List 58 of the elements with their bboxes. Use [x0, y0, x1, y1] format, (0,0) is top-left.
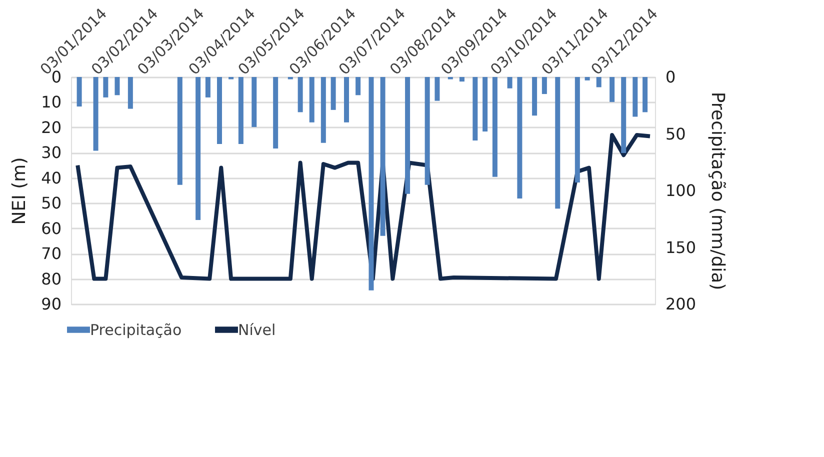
y-tick-label: 40 — [41, 168, 62, 188]
bar — [482, 77, 488, 132]
bar — [320, 77, 326, 143]
bar — [76, 77, 82, 107]
bar — [459, 77, 464, 82]
bar — [632, 77, 638, 117]
bar — [217, 77, 222, 144]
y2-tick-label: 150 — [666, 238, 696, 257]
bar — [492, 77, 498, 177]
bar — [642, 77, 648, 112]
y2-tick-label: 200 — [666, 294, 696, 314]
bar — [103, 77, 108, 98]
bar — [621, 77, 626, 154]
line-series — [76, 133, 652, 281]
bar — [344, 77, 350, 122]
bar — [273, 77, 278, 149]
bar — [177, 77, 182, 185]
y2-tick-label: 0 — [666, 68, 676, 86]
bar — [574, 77, 580, 183]
y-tick-label: 60 — [41, 218, 62, 238]
y-tick-label: 50 — [41, 194, 62, 213]
bar — [330, 77, 336, 110]
y-tick-label: 30 — [41, 143, 62, 162]
y-axis-title: NEI (m) — [9, 157, 30, 225]
y2-tick-label: 50 — [666, 124, 686, 144]
bar — [434, 77, 440, 101]
legend-label: Nível — [238, 320, 276, 339]
bar — [196, 77, 201, 220]
bar — [472, 77, 478, 141]
y2-tick-label: 100 — [666, 181, 696, 200]
bar — [507, 77, 512, 88]
y-tick-label: 20 — [41, 118, 62, 137]
bar — [114, 77, 120, 96]
bar — [596, 77, 602, 88]
bar — [309, 77, 314, 122]
bar — [542, 77, 547, 94]
bar — [238, 77, 244, 144]
bar — [532, 77, 538, 116]
bar — [555, 77, 560, 209]
bar — [380, 77, 386, 236]
bar — [368, 77, 374, 290]
legend-label: Precipitação — [90, 320, 182, 339]
bar — [298, 77, 303, 112]
bar — [610, 77, 615, 102]
y-tick-label: 10 — [41, 92, 62, 112]
bar — [93, 77, 98, 151]
y-tick-label: 90 — [41, 294, 62, 314]
bar — [128, 77, 133, 109]
y2-axis-title: Precipitação (mm/dia) — [707, 92, 728, 290]
y-tick-label: 70 — [41, 244, 62, 264]
y-tick-label: 80 — [41, 269, 62, 288]
bar — [356, 77, 361, 96]
bar — [517, 77, 522, 198]
bar — [205, 77, 210, 98]
bar — [252, 77, 257, 127]
bar — [584, 77, 590, 80]
bar — [424, 77, 430, 185]
bar — [405, 77, 410, 194]
